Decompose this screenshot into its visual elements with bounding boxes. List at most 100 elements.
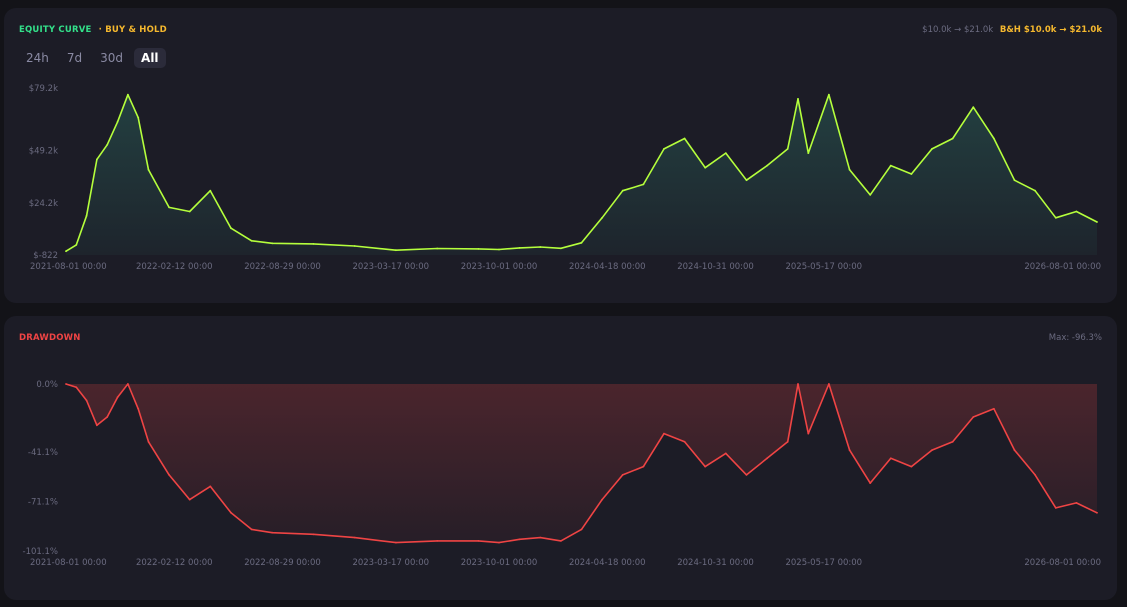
- drawdown-area-fill: [66, 384, 1097, 543]
- y-tick-label: 0.0%: [36, 380, 58, 390]
- drawdown-data-point: [797, 383, 799, 385]
- drawdown-data-point: [848, 449, 851, 451]
- x-tick-label: 2025-05-17 00:00: [785, 262, 862, 272]
- equity-data-point: [96, 158, 98, 161]
- equity-data-point: [353, 245, 356, 247]
- equity-data-point: [498, 248, 500, 251]
- equity-data-point: [993, 137, 995, 140]
- equity-data-point: [766, 164, 768, 167]
- equity-data-point: [745, 179, 748, 182]
- equity-data-point: [951, 137, 954, 140]
- equity-curve-panel: EQUITY CURVE · BUY & HOLD $10.0k → $21.0…: [4, 8, 1117, 303]
- drawdown-data-point: [477, 540, 480, 542]
- equity-data-point: [1096, 221, 1098, 223]
- drawdown-data-point: [209, 485, 212, 488]
- x-tick-label: 2026-08-01 00:00: [1024, 558, 1101, 568]
- equity-data-point: [828, 93, 830, 96]
- equity-data-point: [786, 148, 789, 150]
- equity-data-point: [106, 143, 109, 146]
- equity-data-point: [436, 247, 439, 250]
- drawdown-data-point: [168, 474, 171, 476]
- equity-data-point: [477, 248, 480, 250]
- equity-data-point: [1054, 216, 1057, 219]
- drawdown-data-point: [147, 440, 150, 443]
- drawdown-data-point: [828, 383, 830, 385]
- drawdown-data-point: [271, 531, 274, 534]
- equity-data-point: [312, 243, 315, 245]
- drawdown-data-point: [127, 383, 129, 385]
- equity-data-point: [580, 241, 583, 244]
- drawdown-data-point: [498, 541, 500, 544]
- equity-data-point: [1075, 210, 1078, 213]
- x-tick-label: 2021-08-01 00:00: [30, 558, 107, 568]
- equity-data-point: [75, 244, 78, 246]
- equity-area-fill: [66, 94, 1097, 255]
- drawdown-data-point: [889, 457, 892, 460]
- y-tick-label: $49.2k: [29, 147, 58, 157]
- equity-data-point: [147, 168, 150, 171]
- drawdown-data-point: [972, 416, 975, 418]
- equity-data-point: [85, 214, 88, 217]
- equity-data-point: [127, 93, 129, 96]
- drawdown-data-point: [807, 432, 810, 435]
- drawdown-data-point: [116, 396, 119, 399]
- x-tick-label: 2023-10-01 00:00: [461, 558, 538, 568]
- drawdown-data-point: [786, 440, 789, 443]
- equity-data-point: [116, 120, 119, 123]
- x-tick-label: 2026-08-01 00:00: [1024, 262, 1101, 272]
- equity-data-point: [560, 247, 562, 250]
- equity-data-point: [848, 168, 851, 171]
- tab-24h[interactable]: 24h: [26, 51, 49, 65]
- equity-data-point: [1034, 189, 1036, 192]
- drawdown-data-point: [910, 465, 913, 468]
- equity-data-point: [188, 210, 191, 213]
- y-tick-label: -101.1%: [23, 547, 58, 557]
- tab-7d[interactable]: 7d: [66, 51, 83, 65]
- drawdown-data-point: [1054, 507, 1057, 509]
- x-tick-label: 2022-02-12 00:00: [136, 262, 213, 272]
- drawdown-data-point: [65, 383, 67, 385]
- drawdown-data-point: [1013, 449, 1016, 451]
- x-tick-label: 2024-04-18 00:00: [569, 262, 646, 272]
- drawdown-data-point: [683, 440, 686, 443]
- x-tick-label: 2023-10-01 00:00: [461, 262, 538, 272]
- equity-data-point: [621, 189, 624, 192]
- drawdown-panel: DRAWDOWN Max: -96.3% 0.0% -41.1% -71.1% -10…: [4, 316, 1117, 600]
- drawdown-data-point: [518, 538, 521, 541]
- equity-data-point: [910, 173, 913, 175]
- drawdown-data-point: [230, 511, 232, 514]
- drawdown-data-point: [312, 533, 315, 536]
- equity-data-point: [1013, 179, 1016, 182]
- drawdown-data-point: [539, 536, 542, 539]
- x-tick-label: 2024-10-31 00:00: [677, 262, 754, 272]
- equity-data-point: [168, 206, 171, 209]
- equity-data-point: [395, 249, 397, 252]
- tab-30d[interactable]: 30d: [100, 51, 124, 65]
- equity-data-point: [137, 116, 140, 119]
- x-tick-label: 2023-03-17 00:00: [352, 262, 429, 272]
- equity-data-point: [797, 98, 799, 100]
- equity-data-point: [65, 250, 67, 253]
- equity-data-point: [209, 189, 212, 192]
- equity-data-point: [724, 152, 727, 155]
- drawdown-data-point: [580, 528, 583, 531]
- drawdown-data-point: [642, 465, 645, 468]
- drawdown-data-point: [137, 407, 140, 410]
- x-tick-label: 2022-08-29 00:00: [244, 262, 321, 272]
- drawdown-title: DRAWDOWN: [19, 333, 81, 343]
- drawdown-data-point: [250, 528, 253, 531]
- drawdown-max-label: Max: -96.3%: [1048, 333, 1102, 343]
- tab-all[interactable]: All: [134, 48, 166, 68]
- drawdown-data-point: [766, 457, 768, 460]
- equity-data-point: [601, 216, 603, 219]
- y-tick-label: -71.1%: [28, 497, 58, 507]
- equity-data-point: [539, 246, 542, 248]
- x-tick-label: 2024-04-18 00:00: [569, 558, 646, 568]
- x-tick-label: 2021-08-01 00:00: [30, 262, 107, 272]
- x-tick-label: 2022-08-29 00:00: [244, 558, 321, 568]
- equity-curve-title: EQUITY CURVE: [19, 25, 92, 35]
- equity-data-point: [250, 239, 253, 242]
- equity-data-point: [807, 152, 810, 155]
- equity-range-summary: $10.0k → $21.0k B&H $10.0k → $21.0k: [922, 25, 1102, 35]
- equity-data-point: [972, 106, 975, 109]
